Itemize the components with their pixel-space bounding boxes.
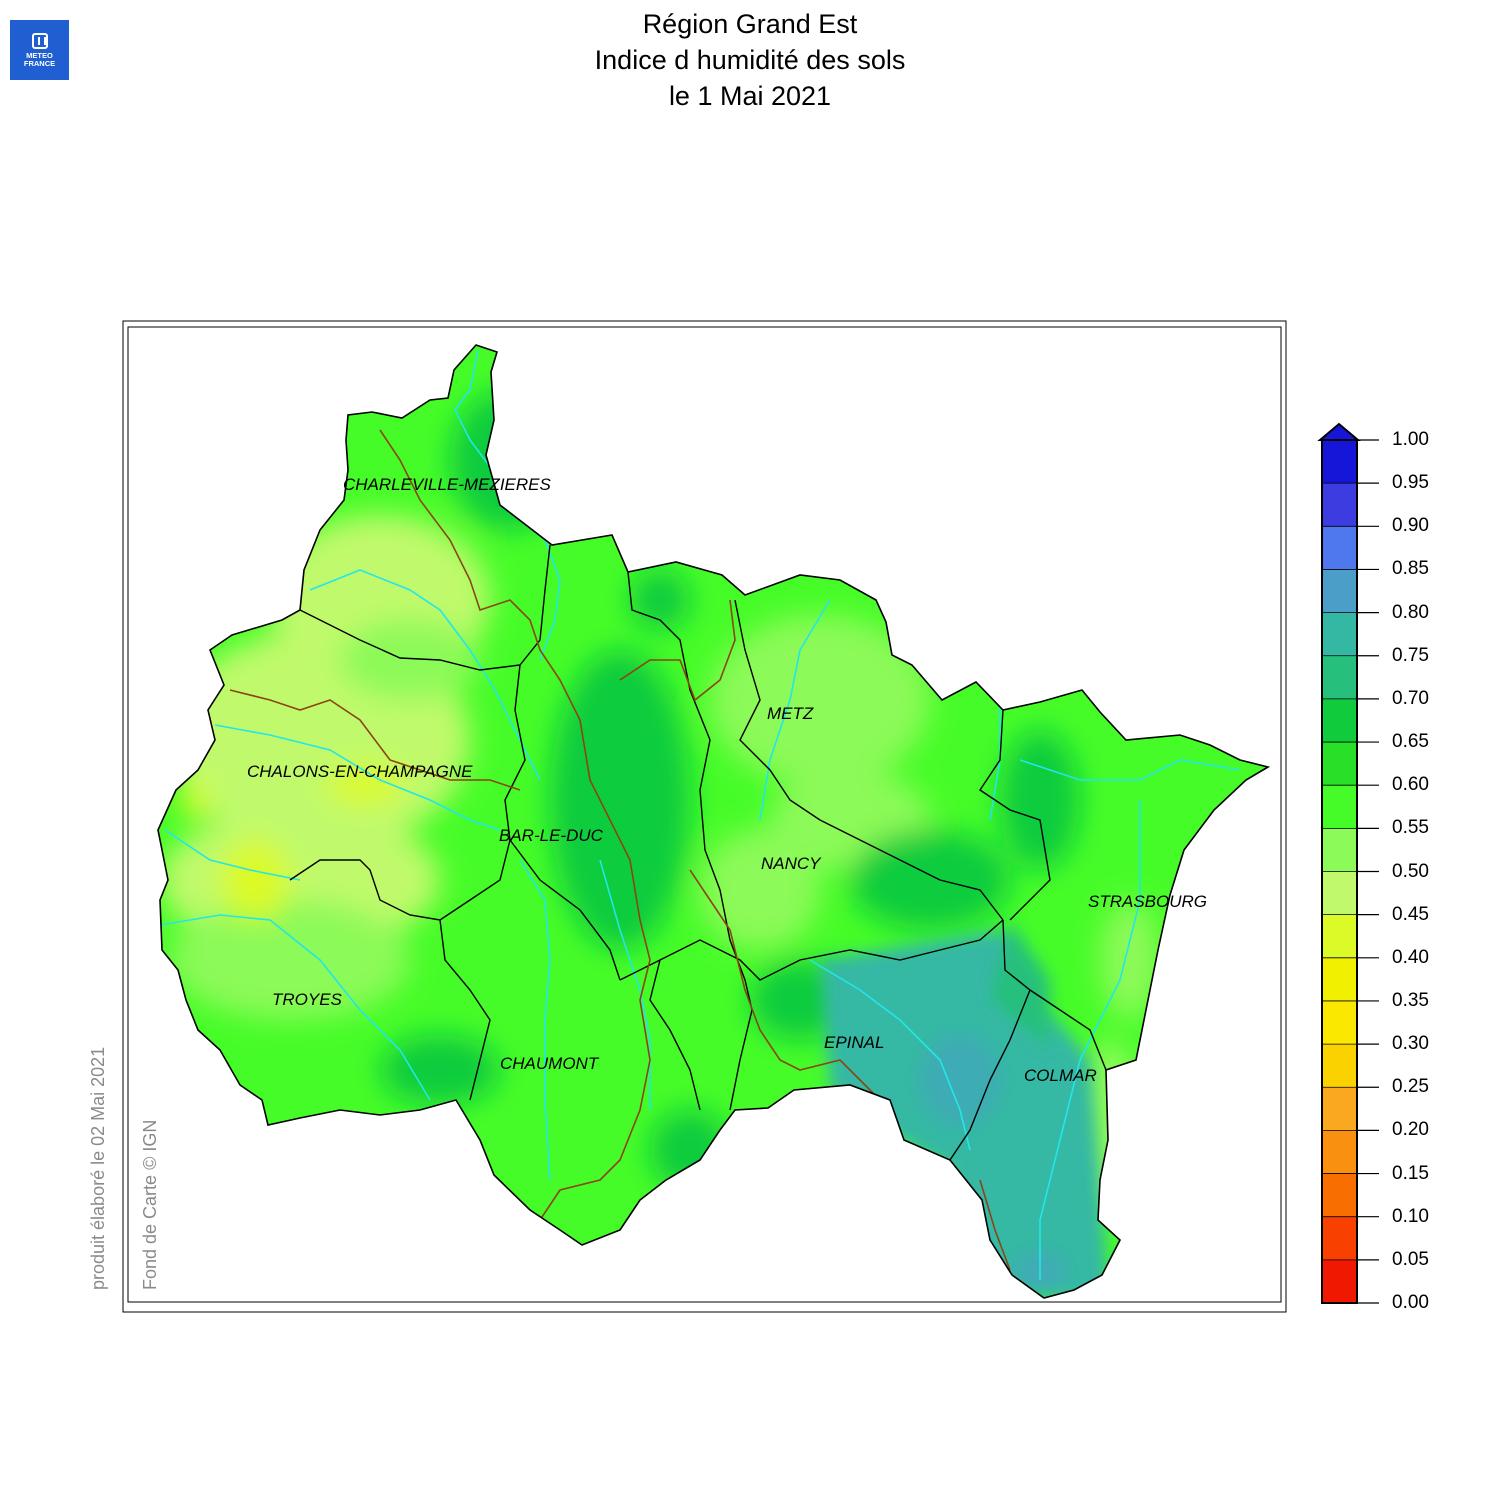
region-boundaries bbox=[229, 429, 1011, 1271]
colorbar-label: 0.15 bbox=[1392, 1162, 1429, 1184]
colorbar-label: 0.95 bbox=[1392, 472, 1429, 494]
colorbar-swatch bbox=[1322, 655, 1357, 700]
city-label-bar-le-duc: BAR-LE-DUC bbox=[499, 826, 604, 845]
colorbar-swatch bbox=[1322, 1000, 1357, 1045]
colorbar-swatch bbox=[1322, 1216, 1357, 1261]
colorbar-swatch bbox=[1322, 1259, 1357, 1304]
department-boundaries bbox=[289, 544, 1107, 1161]
meteo-france-logo-mark bbox=[31, 32, 48, 49]
colorbar-label: 1.00 bbox=[1392, 429, 1429, 450]
city-label-chalons-en-champagne: CHALONS-EN-CHAMPAGNE bbox=[247, 762, 473, 781]
title-line3: le 1 Mai 2021 bbox=[668, 81, 832, 111]
city-label-strasbourg: STRASBOURG bbox=[1088, 892, 1207, 911]
colorbar-label: 0.50 bbox=[1392, 860, 1429, 882]
colorbar-swatch bbox=[1322, 1044, 1357, 1088]
city-label-metz: METZ bbox=[767, 704, 814, 723]
colorbar-swatch bbox=[1322, 1130, 1357, 1175]
city-label-colmar: COLMAR bbox=[1024, 1066, 1097, 1085]
colorbar-label: 0.35 bbox=[1392, 989, 1429, 1011]
city-label-nancy: NANCY bbox=[761, 854, 822, 873]
colorbar-swatch bbox=[1322, 1087, 1357, 1131]
colorbar-label: 0.30 bbox=[1392, 1033, 1429, 1055]
map-frame-inner bbox=[127, 326, 1282, 1303]
colorbar-label: 0.55 bbox=[1392, 817, 1429, 839]
colorbar-swatch bbox=[1322, 569, 1357, 614]
colorbar-overflow-arrow bbox=[1317, 422, 1361, 441]
colorbar-swatch bbox=[1322, 957, 1357, 1002]
colorbar-swatch bbox=[1322, 526, 1357, 570]
colorbar-label: 0.20 bbox=[1392, 1119, 1429, 1141]
map-frame-outer bbox=[122, 320, 1287, 1313]
logo-text-line2: FRANCE bbox=[23, 58, 56, 68]
colorbar-label: 0.60 bbox=[1392, 774, 1429, 796]
colorbar-swatch bbox=[1322, 698, 1357, 743]
colorbar-label: 0.85 bbox=[1392, 558, 1429, 580]
meteo-france-logo: METEO FRANCE bbox=[10, 20, 69, 80]
colorbar-swatch bbox=[1322, 871, 1357, 916]
colorbar-label: 0.10 bbox=[1392, 1205, 1429, 1227]
title-line1: Région Grand Est bbox=[642, 9, 858, 39]
colorbar-swatch bbox=[1322, 483, 1357, 527]
colorbar-legend bbox=[1321, 439, 1379, 1304]
colorbar-swatch bbox=[1322, 785, 1357, 829]
colorbar-label: 0.70 bbox=[1392, 687, 1429, 709]
colorbar-label: 0.90 bbox=[1392, 515, 1429, 537]
colorbar-swatch bbox=[1322, 742, 1357, 786]
basemap-credit: Fond de Carte © IGN bbox=[140, 1119, 160, 1290]
production-date-credit: produit élaboré le 02 Mai 2021 bbox=[88, 1046, 108, 1290]
colorbar-swatch bbox=[1322, 612, 1357, 657]
colorbar-swatch bbox=[1322, 914, 1357, 959]
colorbar-label: 0.25 bbox=[1392, 1076, 1429, 1098]
colorbar-swatch bbox=[1322, 1173, 1357, 1218]
city-label-charleville-mezieres: CHARLEVILLE-MEZIERES bbox=[343, 475, 551, 494]
city-label-troyes: TROYES bbox=[272, 990, 343, 1009]
colorbar-swatch bbox=[1322, 440, 1357, 484]
city-label-chaumont: CHAUMONT bbox=[500, 1054, 600, 1073]
colorbar-label: 0.75 bbox=[1392, 644, 1429, 666]
colorbar-label: 0.00 bbox=[1392, 1292, 1429, 1313]
colorbar-label: 0.45 bbox=[1392, 903, 1429, 925]
colorbar-label: 0.80 bbox=[1392, 601, 1429, 623]
colorbar-swatch bbox=[1322, 828, 1357, 872]
colorbar-label: 0.65 bbox=[1392, 731, 1429, 753]
logo-text-line1: METEO bbox=[26, 50, 53, 60]
colorbar-label: 0.40 bbox=[1392, 946, 1429, 968]
region-moisture-field bbox=[158, 345, 1268, 1298]
city-label-epinal: EPINAL bbox=[824, 1033, 884, 1052]
title-line2: Indice d humidité des sols bbox=[594, 45, 906, 75]
colorbar-label: 0.05 bbox=[1392, 1248, 1429, 1270]
